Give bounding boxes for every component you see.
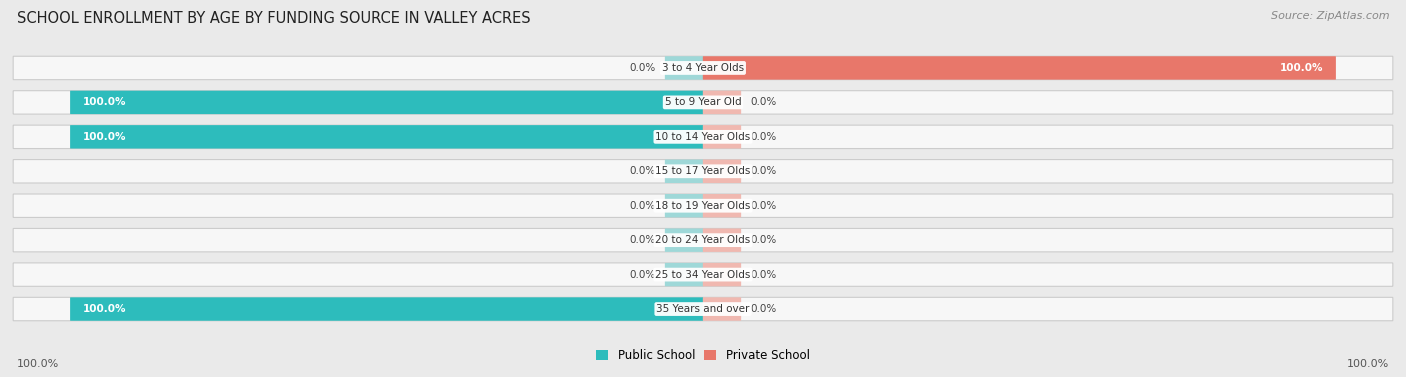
- Text: 100.0%: 100.0%: [1279, 63, 1323, 73]
- FancyBboxPatch shape: [703, 159, 741, 183]
- FancyBboxPatch shape: [13, 159, 1393, 183]
- Text: 0.0%: 0.0%: [630, 63, 655, 73]
- Text: 100.0%: 100.0%: [83, 97, 127, 107]
- Text: 3 to 4 Year Olds: 3 to 4 Year Olds: [662, 63, 744, 73]
- Text: 0.0%: 0.0%: [751, 270, 776, 280]
- Text: 0.0%: 0.0%: [630, 201, 655, 211]
- Text: 0.0%: 0.0%: [751, 132, 776, 142]
- FancyBboxPatch shape: [703, 194, 741, 218]
- Text: 100.0%: 100.0%: [17, 359, 59, 369]
- Text: 35 Years and over: 35 Years and over: [657, 304, 749, 314]
- FancyBboxPatch shape: [665, 194, 703, 218]
- Text: 100.0%: 100.0%: [83, 132, 127, 142]
- FancyBboxPatch shape: [665, 228, 703, 252]
- Text: 0.0%: 0.0%: [630, 270, 655, 280]
- Text: 0.0%: 0.0%: [630, 166, 655, 176]
- Text: 0.0%: 0.0%: [751, 235, 776, 245]
- FancyBboxPatch shape: [13, 56, 1393, 80]
- Text: 0.0%: 0.0%: [751, 97, 776, 107]
- FancyBboxPatch shape: [13, 263, 1393, 286]
- Text: 18 to 19 Year Olds: 18 to 19 Year Olds: [655, 201, 751, 211]
- Text: 5 to 9 Year Old: 5 to 9 Year Old: [665, 97, 741, 107]
- FancyBboxPatch shape: [13, 228, 1393, 252]
- Text: 0.0%: 0.0%: [751, 166, 776, 176]
- FancyBboxPatch shape: [703, 91, 741, 114]
- FancyBboxPatch shape: [13, 91, 1393, 114]
- Text: 25 to 34 Year Olds: 25 to 34 Year Olds: [655, 270, 751, 280]
- FancyBboxPatch shape: [13, 125, 1393, 149]
- FancyBboxPatch shape: [703, 56, 1336, 80]
- Text: SCHOOL ENROLLMENT BY AGE BY FUNDING SOURCE IN VALLEY ACRES: SCHOOL ENROLLMENT BY AGE BY FUNDING SOUR…: [17, 11, 530, 26]
- FancyBboxPatch shape: [703, 297, 741, 321]
- FancyBboxPatch shape: [70, 125, 703, 149]
- Text: 100.0%: 100.0%: [83, 304, 127, 314]
- Text: 0.0%: 0.0%: [751, 201, 776, 211]
- FancyBboxPatch shape: [70, 297, 703, 321]
- FancyBboxPatch shape: [665, 263, 703, 286]
- Text: 10 to 14 Year Olds: 10 to 14 Year Olds: [655, 132, 751, 142]
- FancyBboxPatch shape: [703, 125, 741, 149]
- Text: 0.0%: 0.0%: [751, 304, 776, 314]
- FancyBboxPatch shape: [70, 91, 703, 114]
- FancyBboxPatch shape: [703, 263, 741, 286]
- FancyBboxPatch shape: [13, 194, 1393, 218]
- Legend: Public School, Private School: Public School, Private School: [592, 344, 814, 367]
- FancyBboxPatch shape: [665, 159, 703, 183]
- Text: 15 to 17 Year Olds: 15 to 17 Year Olds: [655, 166, 751, 176]
- FancyBboxPatch shape: [703, 228, 741, 252]
- Text: 20 to 24 Year Olds: 20 to 24 Year Olds: [655, 235, 751, 245]
- Text: Source: ZipAtlas.com: Source: ZipAtlas.com: [1271, 11, 1389, 21]
- FancyBboxPatch shape: [13, 297, 1393, 321]
- Text: 0.0%: 0.0%: [630, 235, 655, 245]
- FancyBboxPatch shape: [665, 56, 703, 80]
- Text: 100.0%: 100.0%: [1347, 359, 1389, 369]
